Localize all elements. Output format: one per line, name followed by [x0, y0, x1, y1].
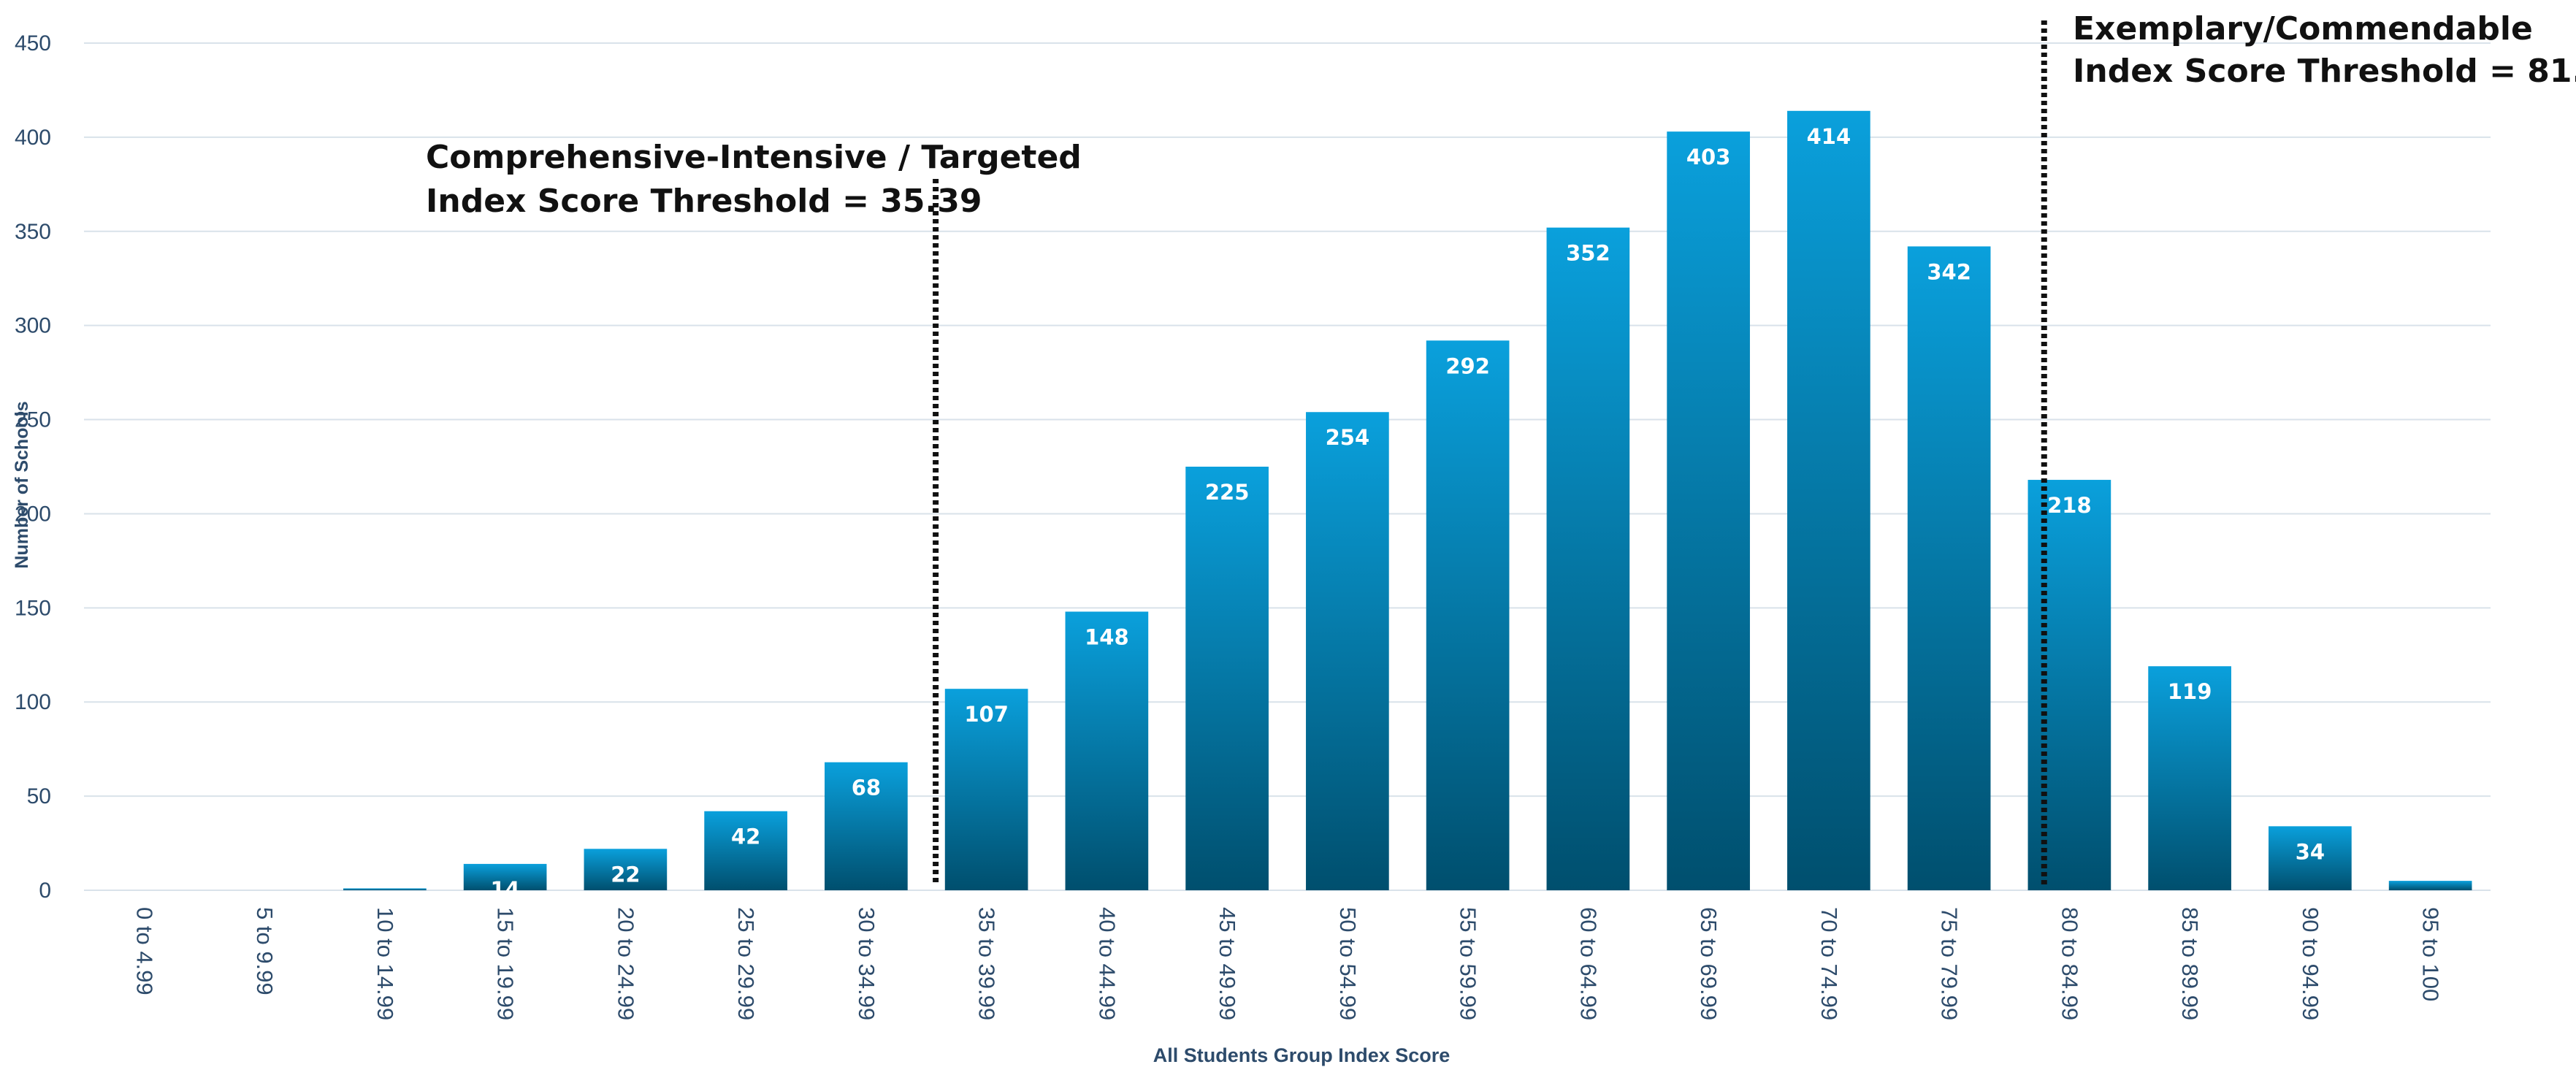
bar — [1907, 246, 1991, 890]
data-label: 34 — [2296, 839, 2325, 864]
y-tick-label: 400 — [15, 126, 51, 150]
y-tick-label: 100 — [15, 690, 51, 714]
data-label: 148 — [1085, 624, 1129, 649]
bar — [1306, 412, 1389, 890]
x-tick-label: 80 to 84.99 — [2057, 907, 2082, 1020]
data-label: 218 — [2047, 493, 2092, 518]
data-label: 14 — [490, 877, 519, 902]
data-label: 22 — [611, 862, 640, 887]
bar — [944, 689, 1028, 890]
bar — [463, 863, 547, 890]
x-tick-label: 65 to 69.99 — [1696, 907, 1721, 1020]
x-axis-ticks: 0 to 4.99 5 to 9.99 10 to 14.99 15 to 19.99… — [131, 907, 2443, 1020]
x-tick-label: 95 to 100 — [2418, 907, 2444, 1001]
data-label: 42 — [731, 825, 760, 849]
threshold-annotation-right-line2: Index Score Threshold = 81.45 — [2073, 53, 2576, 90]
bar — [584, 849, 668, 890]
bar — [704, 811, 787, 890]
x-tick-label: 40 to 44.99 — [1094, 907, 1120, 1020]
x-tick-label: 55 to 59.99 — [1456, 907, 1481, 1020]
x-tick-label: 50 to 54.99 — [1335, 907, 1361, 1020]
data-label: 414 — [1807, 124, 1851, 149]
bar — [1426, 340, 1510, 890]
data-label: 352 — [1566, 241, 1610, 266]
x-tick-label: 35 to 39.99 — [974, 907, 1000, 1020]
threshold-annotation-left-line1: Comprehensive-Intensive / Targeted — [426, 139, 1082, 176]
bar — [2388, 881, 2472, 890]
threshold-annotation-right-line1: Exemplary/Commendable — [2073, 10, 2533, 47]
bar — [1185, 467, 1269, 890]
y-tick-label: 150 — [15, 596, 51, 620]
x-tick-label: 75 to 79.99 — [1937, 907, 1962, 1020]
data-label: 68 — [852, 776, 881, 800]
bar — [343, 888, 427, 890]
threshold-annotation-left-line2: Index Score Threshold = 35.39 — [426, 183, 982, 220]
data-label: 225 — [1205, 480, 1250, 505]
x-tick-label: 0 to 4.99 — [131, 907, 157, 995]
y-tick-label: 250 — [15, 408, 51, 432]
bar — [2148, 666, 2231, 890]
bars — [343, 110, 2472, 891]
x-tick-label: 20 to 24.99 — [613, 907, 638, 1020]
bar — [825, 762, 908, 890]
data-label: 403 — [1686, 145, 1731, 169]
y-axis-title: Number of Schools — [12, 401, 32, 568]
bar — [1667, 131, 1750, 891]
x-tick-label: 70 to 74.99 — [1816, 907, 1842, 1020]
bar — [2269, 826, 2352, 890]
data-labels: 14 22 42 68 107 148 225 254 292 352 403 414 342 218 11… — [490, 124, 2325, 902]
x-tick-label: 10 to 14.99 — [372, 907, 398, 1020]
x-axis-title: All Students Group Index Score — [1153, 1044, 1451, 1066]
bar — [1065, 611, 1149, 890]
gridlines — [84, 42, 2491, 891]
x-tick-label: 85 to 89.99 — [2177, 907, 2203, 1020]
y-tick-label: 50 — [27, 784, 51, 808]
x-tick-label: 90 to 94.99 — [2298, 907, 2323, 1020]
threshold-lines — [933, 20, 2047, 884]
y-axis-ticks: 0 50 100 150 200 250 300 350 400 450 — [15, 31, 51, 903]
y-tick-label: 0 — [39, 879, 51, 903]
data-label: 342 — [1927, 259, 1971, 284]
x-tick-label: 15 to 19.99 — [493, 907, 519, 1020]
x-tick-label: 5 to 9.99 — [252, 907, 278, 995]
x-tick-label: 60 to 64.99 — [1575, 907, 1601, 1020]
y-tick-label: 300 — [15, 314, 51, 338]
data-label: 119 — [2168, 679, 2212, 704]
bar — [1546, 227, 1630, 891]
y-tick-label: 350 — [15, 220, 51, 244]
y-tick-label: 200 — [15, 502, 51, 526]
data-label: 254 — [1326, 425, 1370, 450]
data-label: 107 — [964, 702, 1009, 727]
data-label: 292 — [1445, 353, 1490, 378]
x-tick-label: 30 to 34.99 — [854, 907, 879, 1020]
bar — [1787, 110, 1870, 890]
x-tick-label: 25 to 29.99 — [733, 907, 759, 1020]
bar — [2027, 480, 2111, 890]
x-tick-label: 45 to 49.99 — [1215, 907, 1240, 1020]
y-tick-label: 450 — [15, 31, 51, 56]
